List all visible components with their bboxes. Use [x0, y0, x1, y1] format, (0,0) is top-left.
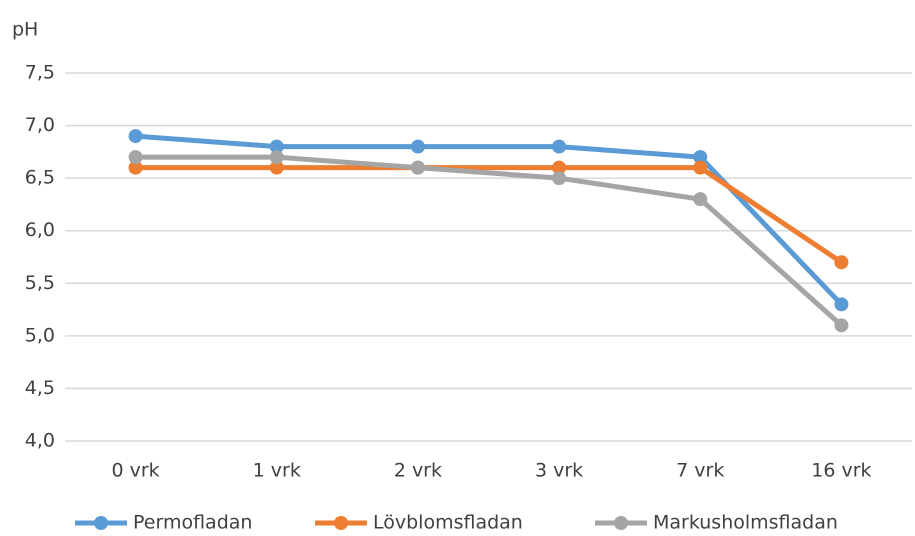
series-line	[135, 154, 844, 328]
y-tick-label: 6,5	[25, 167, 55, 189]
data-point	[269, 150, 284, 165]
legend-marker	[334, 516, 348, 530]
data-point	[693, 192, 708, 207]
data-point	[410, 160, 425, 175]
legend-marker	[614, 516, 628, 530]
data-point	[834, 255, 849, 270]
x-tick-label: 1 vrk	[253, 460, 301, 482]
data-point	[834, 297, 849, 312]
y-tick-label: 5,5	[25, 272, 55, 294]
y-tick-label: 5,0	[25, 324, 55, 346]
data-point	[128, 160, 143, 175]
series-line	[135, 133, 844, 307]
data-point	[269, 139, 284, 154]
data-point	[552, 139, 567, 154]
legend-label: Markusholmsfladan	[653, 512, 838, 534]
x-tick-label: 0 vrk	[111, 460, 159, 482]
y-tick-label: 7,0	[25, 114, 55, 136]
data-point	[552, 160, 567, 175]
legend-marker	[94, 516, 108, 530]
x-tick-label: 2 vrk	[394, 460, 442, 482]
series-line	[135, 165, 843, 265]
y-tick-label: 4,0	[25, 430, 55, 452]
data-point	[128, 150, 143, 165]
data-point	[269, 160, 284, 175]
x-tick-label: 3 vrk	[535, 460, 583, 482]
y-tick-label: 6,0	[25, 219, 55, 241]
legend-label: Permofladan	[133, 512, 252, 534]
y-tick-label: 4,5	[25, 377, 55, 399]
x-tick-label: 16 vrk	[811, 460, 871, 482]
data-point	[693, 150, 708, 165]
x-tick-label: 7 vrk	[676, 460, 724, 482]
data-point	[410, 139, 425, 154]
data-point	[128, 129, 143, 144]
data-point	[693, 160, 708, 175]
y-axis-label: pH	[12, 19, 38, 41]
data-point	[834, 318, 849, 333]
legend-label: Lövblomsfladan	[373, 512, 523, 534]
data-point	[552, 171, 567, 186]
y-tick-label: 7,5	[25, 62, 55, 84]
